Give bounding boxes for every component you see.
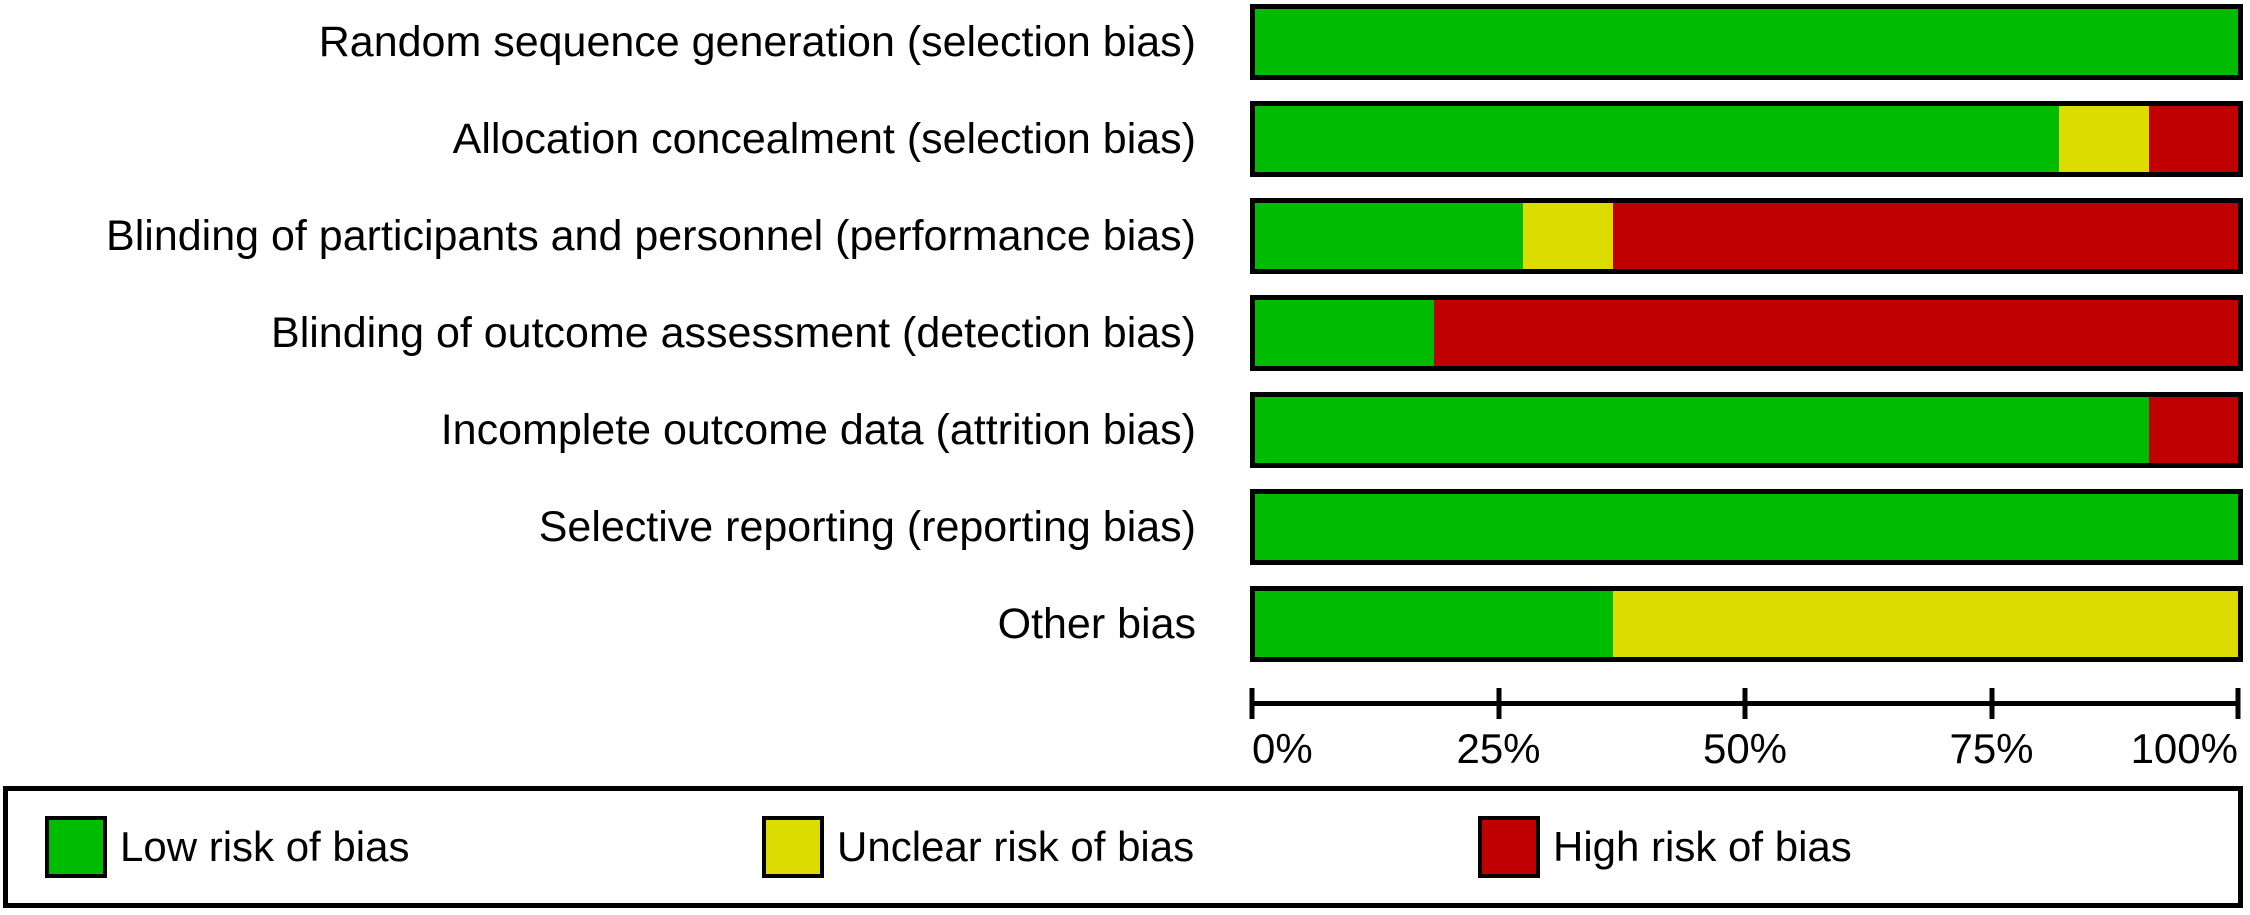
axis-tick-label: 100% xyxy=(2130,725,2238,772)
category-label: Blinding of outcome assessment (detectio… xyxy=(271,308,1196,357)
stacked-bar xyxy=(1250,4,2243,80)
legend-item-unclear: Unclear risk of bias xyxy=(762,791,1194,903)
bar-segment xyxy=(1255,397,2149,463)
legend-item-low: Low risk of bias xyxy=(45,791,409,903)
unclear-risk-swatch xyxy=(762,816,824,878)
axis-tick xyxy=(1249,688,1255,719)
category-label: Allocation concealment (selection bias) xyxy=(452,114,1196,163)
axis-tick-label: 75% xyxy=(1949,725,2034,772)
legend-label: High risk of bias xyxy=(1553,823,1852,870)
category-label: Random sequence generation (selection bi… xyxy=(318,17,1196,66)
stacked-bar xyxy=(1250,101,2243,177)
legend-label: Unclear risk of bias xyxy=(837,823,1195,870)
bar-segment xyxy=(1255,300,1434,366)
category-label: Incomplete outcome data (attrition bias) xyxy=(440,405,1196,454)
bar-segment xyxy=(2148,397,2238,463)
bar-segment xyxy=(1255,494,2238,560)
legend-label: Low risk of bias xyxy=(120,823,410,870)
category-row: Random sequence generation (selection bi… xyxy=(0,4,2250,80)
category-label: Selective reporting (reporting bias) xyxy=(538,502,1196,551)
bar-segment xyxy=(2148,106,2238,172)
stacked-bar xyxy=(1250,392,2243,468)
category-label: Blinding of participants and personnel (… xyxy=(106,211,1196,260)
stacked-bar xyxy=(1250,295,2243,371)
legend: Low risk of bias Unclear risk of bias Hi… xyxy=(3,786,2243,908)
bar-segment xyxy=(1612,203,2238,269)
bar-segment xyxy=(1523,203,1613,269)
category-row: Blinding of outcome assessment (detectio… xyxy=(0,295,2250,371)
category-row: Allocation concealment (selection bias) xyxy=(0,101,2250,177)
category-label: Other bias xyxy=(997,599,1196,648)
bar-segment xyxy=(2059,106,2149,172)
category-row: Selective reporting (reporting bias) xyxy=(0,489,2250,565)
x-axis: 0% 25% 50% 75% 100% xyxy=(1249,688,2241,783)
bar-segment xyxy=(1255,591,1613,657)
bar-segment xyxy=(1433,300,2238,366)
stacked-bar xyxy=(1250,198,2243,274)
bar-segment xyxy=(1255,106,2060,172)
axis-tick xyxy=(1496,688,1501,719)
axis-tick xyxy=(1989,688,1994,719)
bar-segment xyxy=(1255,203,1524,269)
bar-segment xyxy=(1612,591,2238,657)
bar-segment xyxy=(1255,9,2238,75)
stacked-bar xyxy=(1250,489,2243,565)
category-row: Blinding of participants and personnel (… xyxy=(0,198,2250,274)
legend-item-high: High risk of bias xyxy=(1478,791,1852,903)
axis-tick-label: 25% xyxy=(1456,725,1541,772)
low-risk-swatch xyxy=(45,816,107,878)
axis-tick-label: 50% xyxy=(1702,725,1788,772)
stacked-bar xyxy=(1250,586,2243,662)
category-row: Incomplete outcome data (attrition bias) xyxy=(0,392,2250,468)
axis-tick xyxy=(1742,688,1748,719)
axis-tick xyxy=(2235,688,2241,719)
axis-tick-label: 0% xyxy=(1252,725,1313,772)
category-row: Other bias xyxy=(0,586,2250,662)
high-risk-swatch xyxy=(1478,816,1540,878)
